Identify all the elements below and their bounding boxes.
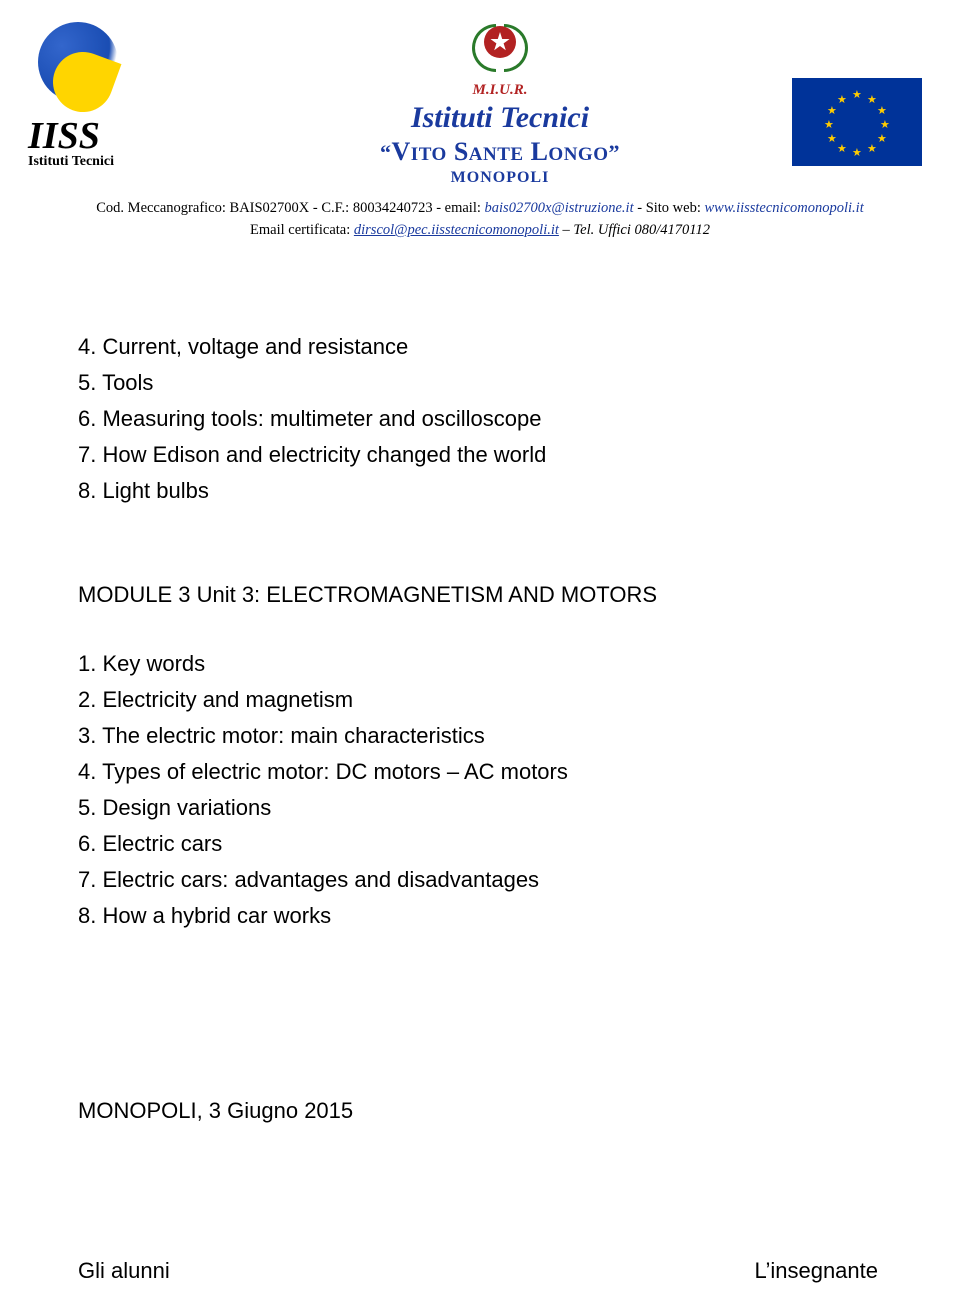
teacher-label: L’insegnante [754,1258,878,1284]
info-text: Cod. Meccanografico: BAIS02700X - C.F.: … [96,200,484,216]
header: IISS Istituti Tecnici M.I.U.R. Istituti … [0,0,960,260]
website-link[interactable]: www.iisstecnicomonopoli.it [705,200,864,216]
iiss-logo: IISS Istituti Tecnici [28,22,158,172]
miur-label: M.I.U.R. [350,82,650,99]
info-text: – Tel. Uffici 080/4170112 [559,222,710,238]
iiss-swirl-icon [28,22,138,122]
module-title: MODULE 3 Unit 3: ELECTROMAGNETISM AND MO… [78,578,878,612]
vito-part: S [447,137,469,166]
list-item: 2. Electricity and magnetism [78,683,878,717]
vito-part: ONGO [548,144,608,165]
signature-row: Gli alunni L’insegnante [78,1258,878,1284]
contact-line-1: Cod. Meccanografico: BAIS02700X - C.F.: … [0,200,960,217]
contact-line-2: Email certificata: dirscol@pec.iisstecni… [0,222,960,239]
list-item: 3. The electric motor: main characterist… [78,719,878,753]
quote-open: “ [380,140,392,165]
email-link[interactable]: bais02700x@istruzione.it [485,200,634,216]
list-item: 8. How a hybrid car works [78,899,878,933]
school-name: “VITO SANTE LONGO” [350,137,650,167]
list-item: 7. How Edison and electricity changed th… [78,438,878,472]
students-label: Gli alunni [78,1258,170,1284]
list-item: 4. Current, voltage and resistance [78,330,878,364]
list-item: 6. Electric cars [78,827,878,861]
vito-part: L [524,137,549,166]
info-text: - Sito web: [634,200,705,216]
italy-emblem-icon [470,18,530,78]
eu-flag-icon: ★ ★ ★ ★ ★ ★ ★ ★ ★ ★ ★ ★ [792,78,922,166]
vito-part: ANTE [469,144,524,165]
list-item: 7. Electric cars: advantages and disadva… [78,863,878,897]
date-line: MONOPOLI, 3 Giugno 2015 [78,1098,353,1124]
pec-email-link[interactable]: dirscol@pec.iisstecnicomonopoli.it [354,222,559,238]
monopoli-header: MONOPOLI [350,169,650,187]
list-item: 6. Measuring tools: multimeter and oscil… [78,402,878,436]
info-text: Email certificata: [250,222,354,238]
iiss-subtitle: Istituti Tecnici [28,154,158,170]
document-body: 4. Current, voltage and resistance 5. To… [78,330,878,935]
list-item: 4. Types of electric motor: DC motors – … [78,755,878,789]
list-item: 5. Tools [78,366,878,400]
list-item: 1. Key words [78,647,878,681]
istituti-tecnici-title: Istituti Tecnici [350,101,650,135]
center-header: M.I.U.R. Istituti Tecnici “VITO SANTE LO… [350,18,650,187]
vito-part: ITO [411,144,447,165]
list-item: 8. Light bulbs [78,474,878,508]
vito-part: V [392,137,411,166]
quote-close: ” [608,140,620,165]
list-item: 5. Design variations [78,791,878,825]
